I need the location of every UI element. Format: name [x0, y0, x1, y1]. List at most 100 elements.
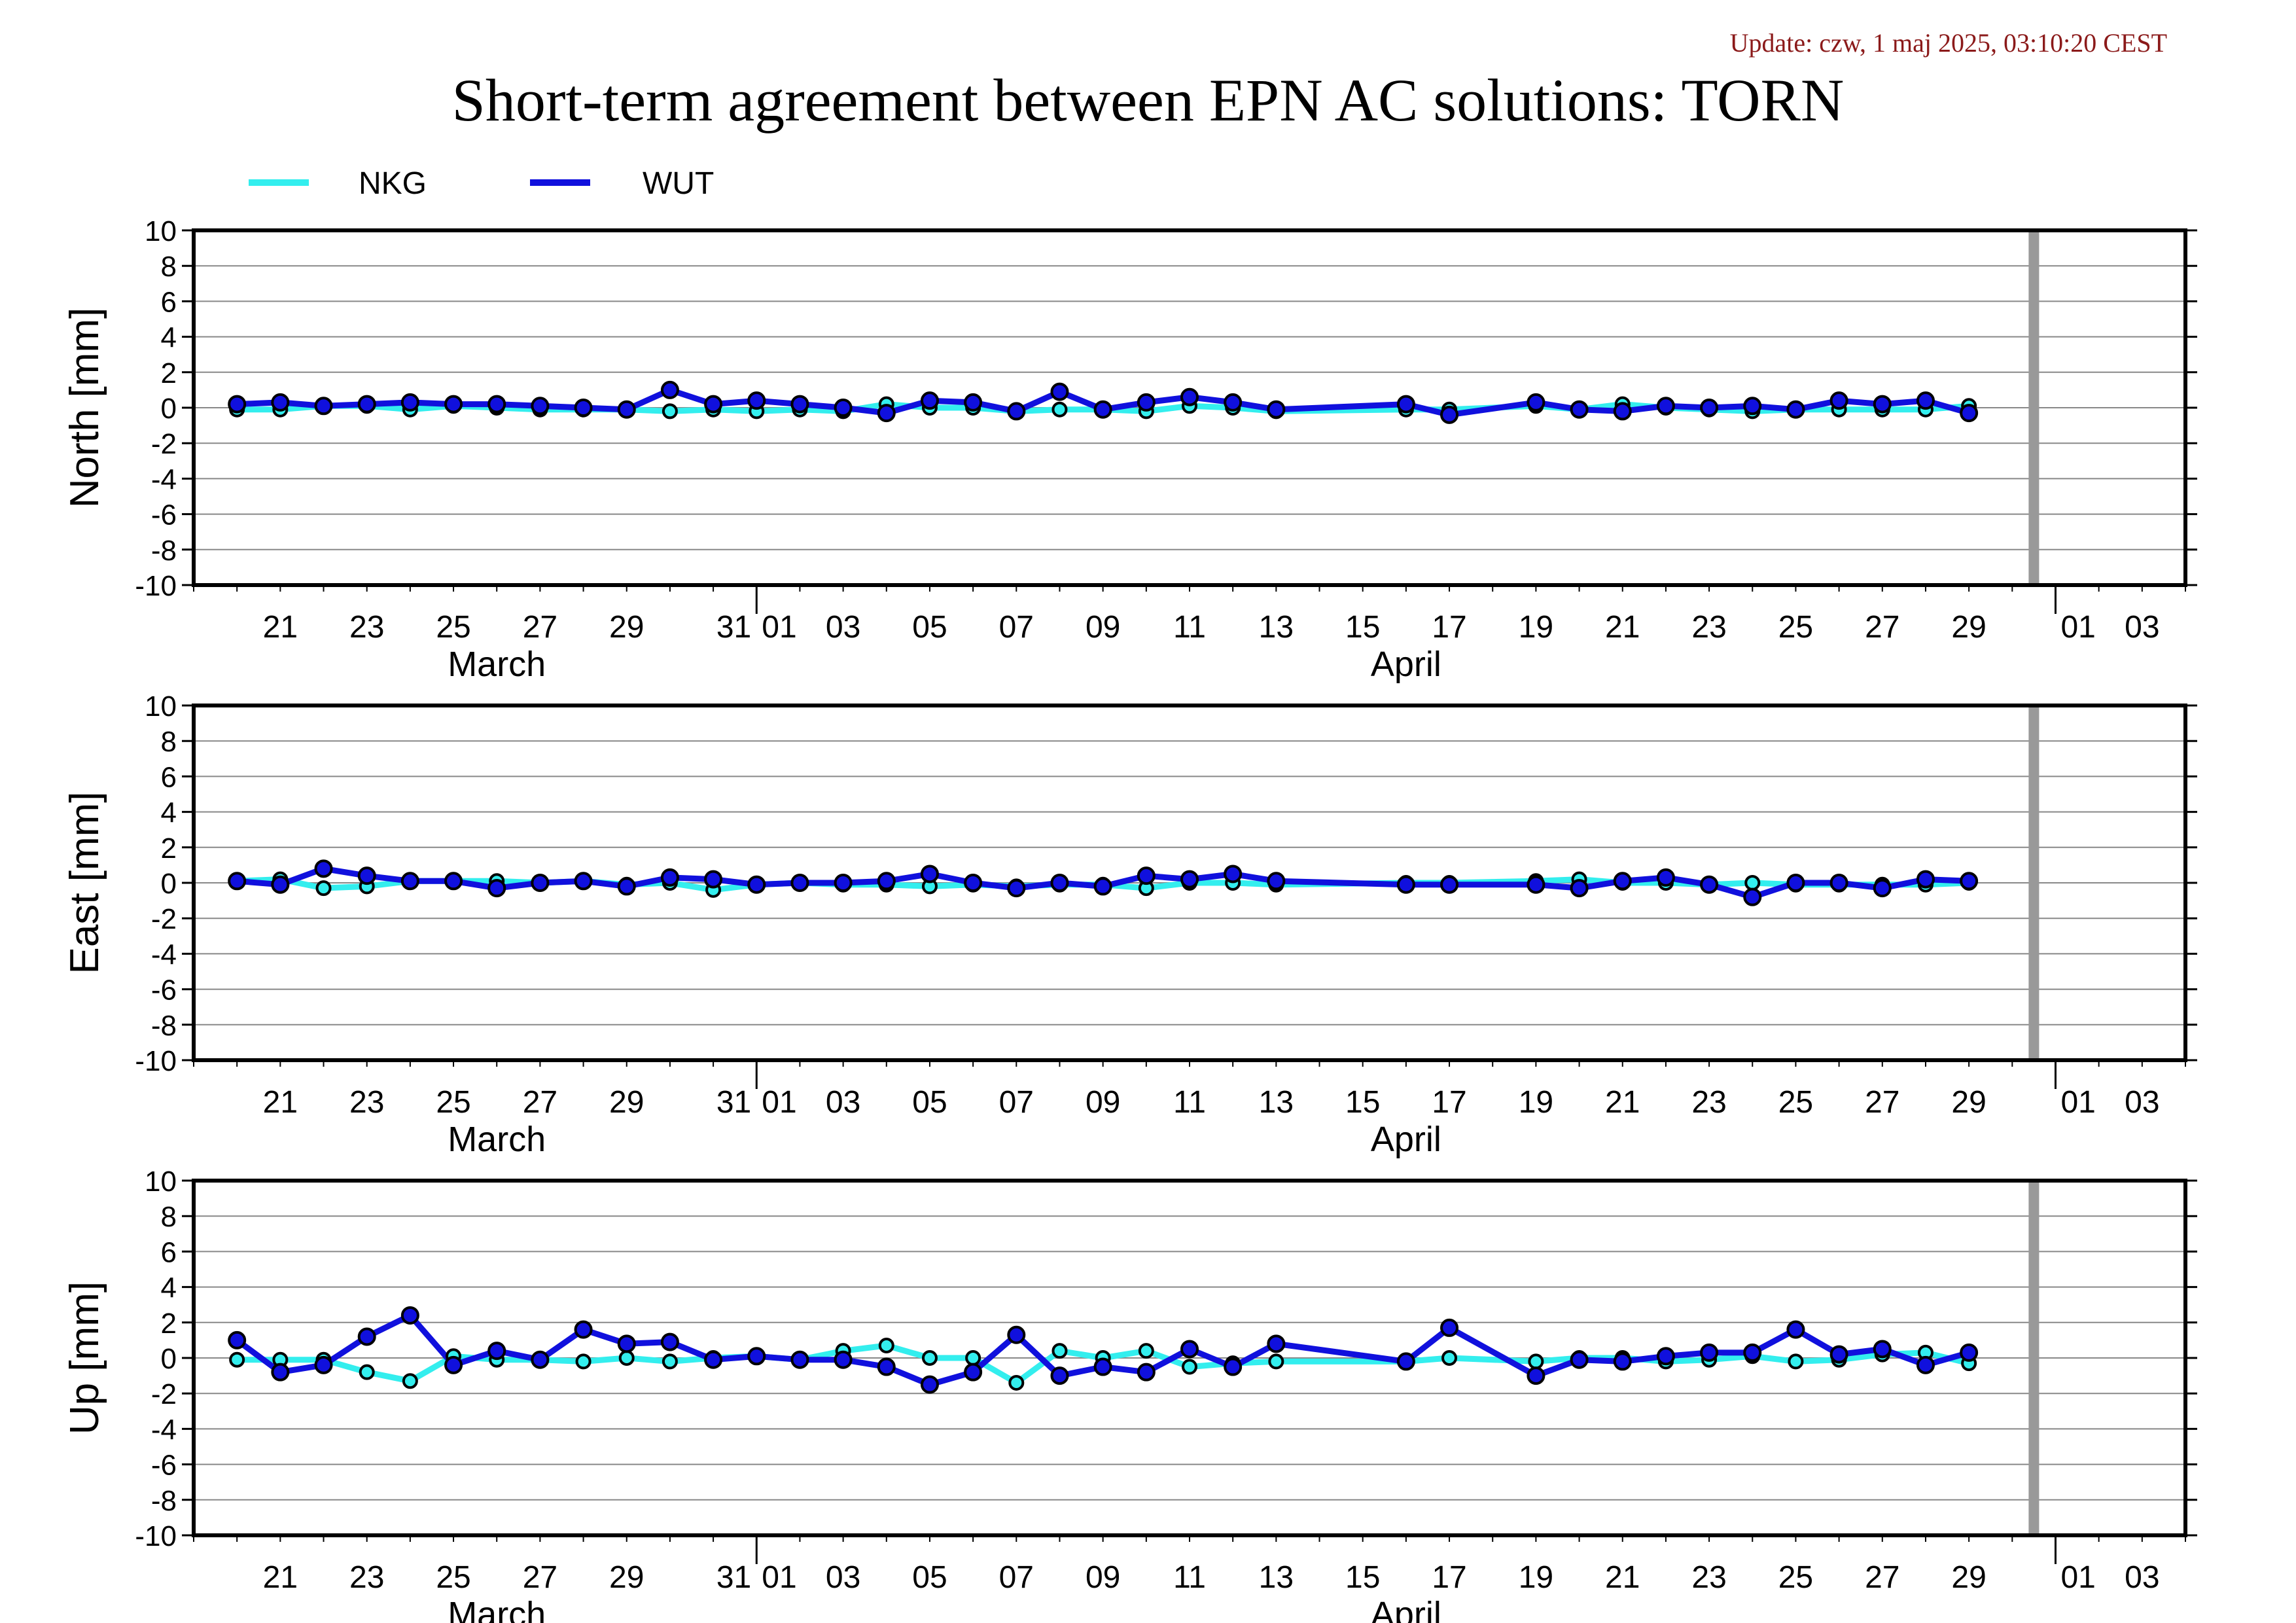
data-point-wut — [1570, 1350, 1589, 1369]
x-tick-label: 19 — [1519, 610, 1553, 645]
data-point-wut — [1267, 872, 1286, 891]
data-point-wut — [314, 859, 333, 878]
data-point-wut — [1743, 1343, 1762, 1362]
data-point-wut — [1786, 1320, 1805, 1339]
data-point-nkg — [1528, 1353, 1544, 1370]
y-tick-label: -2 — [151, 428, 177, 460]
data-point-wut — [1960, 404, 1979, 423]
x-tick-label: 01 — [762, 610, 796, 645]
current-day-marker — [2028, 230, 2040, 585]
data-point-wut — [1960, 1343, 1979, 1362]
y-tick-label: 8 — [161, 1201, 177, 1233]
data-point-wut — [1050, 382, 1069, 401]
data-point-wut — [1093, 877, 1112, 896]
x-tick-label: 05 — [912, 1560, 947, 1595]
y-tick-label: -6 — [151, 499, 177, 531]
data-point-nkg — [965, 1350, 981, 1366]
data-point-wut — [877, 404, 896, 423]
data-point-wut — [617, 1334, 636, 1353]
x-tick-label: 01 — [2060, 1085, 2095, 1120]
data-point-wut — [574, 1320, 593, 1339]
data-point-wut — [1829, 874, 1848, 892]
y-axis-label: North [mm] — [62, 308, 107, 508]
data-point-nkg — [662, 403, 678, 419]
data-point-wut — [1137, 866, 1156, 885]
x-tick-label: 03 — [2125, 610, 2159, 645]
y-tick-label: -8 — [151, 1485, 177, 1517]
data-point-wut — [1700, 1343, 1719, 1362]
x-tick-label: 25 — [436, 1085, 470, 1120]
data-point-wut — [1570, 400, 1589, 419]
current-day-marker — [2028, 705, 2040, 1060]
y-tick-label: 6 — [161, 286, 177, 318]
data-point-wut — [1396, 395, 1415, 414]
data-point-wut — [487, 395, 506, 414]
x-tick-label: 13 — [1259, 1560, 1294, 1595]
data-point-wut — [271, 1363, 290, 1382]
y-axis-label: Up [mm] — [62, 1281, 107, 1435]
y-tick-label: -10 — [135, 1520, 177, 1552]
data-point-wut — [1396, 875, 1415, 894]
data-point-wut — [1916, 870, 1935, 889]
data-point-wut — [1180, 1340, 1199, 1359]
data-point-wut — [1007, 1325, 1026, 1344]
data-point-wut — [1440, 405, 1459, 424]
data-point-wut — [1093, 1357, 1112, 1376]
data-point-wut — [271, 875, 290, 894]
x-tick-label: 21 — [1605, 610, 1640, 645]
data-point-wut — [1224, 1357, 1243, 1376]
data-point-wut — [1224, 393, 1243, 412]
data-point-nkg — [1138, 1343, 1154, 1359]
data-point-wut — [1656, 397, 1675, 416]
data-point-wut — [228, 1330, 247, 1349]
data-point-wut — [357, 866, 376, 885]
data-point-wut — [747, 1347, 766, 1366]
data-point-nkg — [1051, 401, 1068, 418]
data-point-wut — [1829, 1345, 1848, 1364]
x-tick-label: 31 — [716, 610, 751, 645]
x-tick-label: 29 — [1951, 1560, 1986, 1595]
month-label: April — [1371, 1120, 1441, 1159]
x-tick-label: 21 — [263, 1085, 298, 1120]
x-tick-label: 11 — [1173, 610, 1206, 645]
x-tick-label: 09 — [1086, 1085, 1120, 1120]
y-tick-label: 4 — [161, 1272, 177, 1304]
x-tick-label: 23 — [349, 610, 384, 645]
month-label: March — [448, 1595, 546, 1623]
data-point-wut — [444, 395, 463, 414]
x-tick-label: 23 — [1691, 1560, 1726, 1595]
x-tick-label: 25 — [436, 1560, 470, 1595]
y-tick-label: -10 — [135, 1045, 177, 1077]
data-point-wut — [1267, 400, 1286, 419]
month-label: April — [1371, 1595, 1441, 1623]
x-tick-label: 01 — [2060, 610, 2095, 645]
y-tick-label: -6 — [151, 974, 177, 1007]
x-tick-label: 01 — [762, 1560, 796, 1595]
data-point-wut — [357, 395, 376, 414]
update-stamp: Update: czw, 1 maj 2025, 03:10:20 CEST — [1729, 28, 2167, 58]
data-point-nkg — [1441, 1350, 1458, 1366]
data-point-wut — [617, 877, 636, 896]
data-point-wut — [964, 874, 983, 892]
x-tick-label: 07 — [999, 610, 1034, 645]
x-tick-label: 17 — [1432, 1085, 1466, 1120]
data-point-wut — [487, 1342, 506, 1361]
data-point-wut — [1743, 397, 1762, 416]
data-point-wut — [790, 395, 809, 414]
data-point-wut — [531, 874, 550, 892]
y-tick-label: -4 — [151, 463, 177, 495]
month-label: March — [448, 645, 546, 684]
data-point-nkg — [575, 1353, 592, 1370]
data-point-wut — [574, 872, 593, 891]
data-point-wut — [400, 393, 419, 412]
x-tick-label: 09 — [1086, 610, 1120, 645]
y-tick-label: 0 — [161, 868, 177, 900]
x-tick-label: 19 — [1519, 1085, 1553, 1120]
data-point-wut — [1180, 387, 1199, 406]
data-point-wut — [1050, 1366, 1069, 1385]
x-tick-label: 29 — [609, 1560, 644, 1595]
y-tick-label: 4 — [161, 797, 177, 829]
data-point-wut — [400, 1306, 419, 1325]
data-point-wut — [1093, 400, 1112, 419]
